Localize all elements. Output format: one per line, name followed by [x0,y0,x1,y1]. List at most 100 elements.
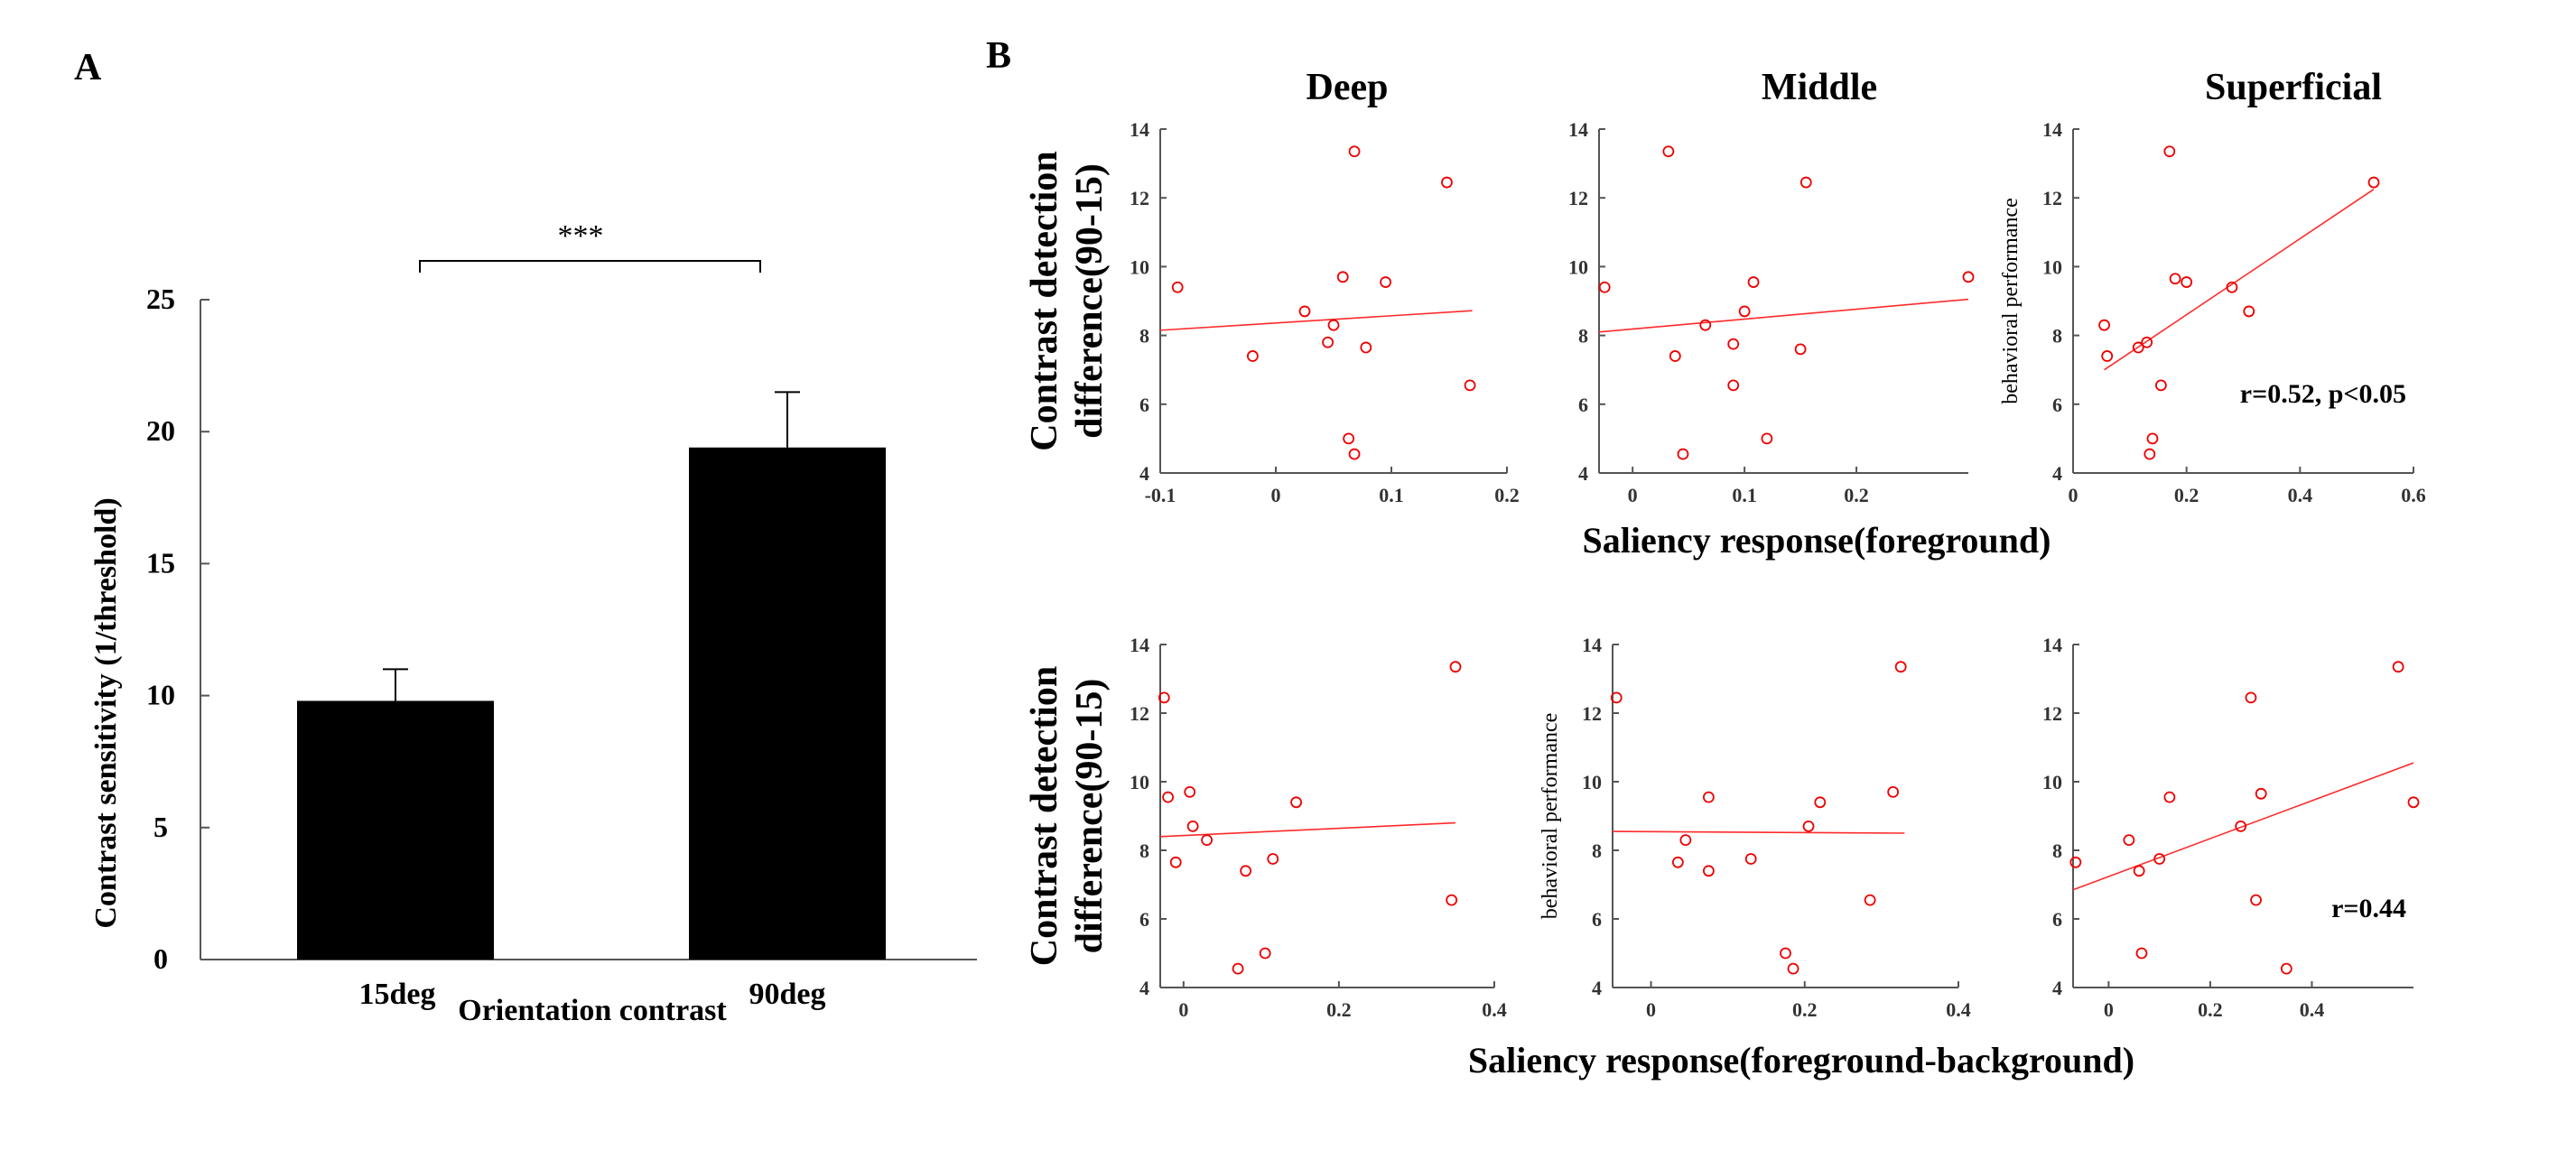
ylabel-behavioral: behavioral performance [1999,198,2023,404]
x-tick-label: 0.1 [1379,484,1404,506]
data-point [2153,853,2166,865]
data-point [1787,962,1799,975]
y-tick-label: 14 [1582,634,1602,656]
y-tick-label: 4 [2052,462,2062,485]
scatter-subplot-B-row2-middle: 4 6 8 10 12 14 0 0.2 0.4 behavioral performance [1539,634,1971,1021]
x-tick-label: 0.1 [1732,484,1757,506]
regression-line [1159,310,1473,331]
y-tick-label: 10 [2042,255,2062,278]
y-tick-label: 12 [1568,187,1588,209]
data-point [1677,448,1689,460]
y-tick-label: 25 [146,283,175,315]
y-tick-label: 15 [146,546,175,579]
y-tick-label: 8 [1592,839,1602,862]
bar-chart-ylabel: Contrast sensitivity (1/threshold) [89,497,123,928]
significance-bracket: *** [419,219,761,273]
data-point [2250,894,2262,906]
data-point [1186,821,1199,832]
ylabel-line-2: difference(90-15) [1069,679,1111,954]
y-tick-label: 12 [1130,187,1149,209]
data-point [1441,176,1453,189]
y-tick-label: 6 [1139,394,1149,416]
y-tick-label: 8 [2052,325,2062,348]
scatter-subplot-B-row1-middle: 4 6 8 10 12 14 0 0.1 0.2 [1568,118,1975,506]
data-point [2098,319,2110,331]
y-tick-label: 4 [1592,977,1602,999]
y-tick-label: 14 [1130,118,1149,141]
data-point [2392,661,2404,673]
category-label-90deg: 90deg [749,978,826,1011]
data-point [1864,894,1876,906]
data-point [2133,865,2145,877]
y-tick-label: 10 [1130,771,1149,793]
correlation-annotation: r=0.52, p<0.05 [2240,379,2406,409]
data-point [1662,145,1675,158]
x-tick-label: 0.2 [1494,484,1520,506]
data-point [1171,281,1184,293]
regression-line [1159,821,1456,838]
y-tick-label: 12 [1582,702,1602,725]
y-tick-label: 4 [1139,977,1149,999]
scatter-subplot-B-row2-superficial: 4 6 8 10 12 14 0 0.2 0.4 r=0.44 [2042,634,2420,1021]
data-point [1162,791,1175,803]
data-point [2101,350,2114,362]
y-tick-label: 10 [1582,771,1602,793]
x-tick-label: 0 [1628,484,1638,506]
data-point [1669,350,1681,362]
y-tick-label: 6 [1139,908,1149,931]
x-tick-label: -0.1 [1145,484,1176,506]
y-tick-label: 8 [1578,325,1588,348]
y-tick-label: 10 [146,679,175,711]
data-point [2163,791,2176,803]
data-point [2181,276,2193,288]
y-tick-label: 12 [1130,702,1149,725]
y-tick-label: 4 [1139,462,1149,485]
data-point [2132,341,2144,354]
data-point [1610,691,1623,704]
bar-90deg [689,447,886,960]
y-tick-label: 8 [2052,839,2062,862]
category-label-15deg: 15deg [359,978,436,1011]
y-tick-label: 6 [2052,394,2062,416]
data-point [1348,145,1361,158]
x-tick-label: 0 [2069,484,2078,506]
x-tick-label: 0.4 [2288,484,2313,506]
data-point [1761,432,1773,445]
correlation-annotation: r=0.44 [2331,894,2406,923]
data-point [1240,865,1252,877]
data-point [2235,821,2247,832]
data-point [1449,661,1462,673]
data-point [1446,894,1458,906]
data-point [2245,691,2257,704]
x-tick-label: 0.2 [1326,998,1352,1021]
data-point [1894,661,1907,673]
data-point [1727,338,1740,350]
data-point [1699,319,1712,331]
data-point [1336,271,1349,283]
y-tick-label: 12 [2042,187,2062,209]
y-tick-label: 14 [2042,634,2062,656]
data-point [1247,350,1259,362]
bar-chart-bars: 15deg 90deg [297,391,886,1011]
data-point [1727,379,1740,392]
bar-chart-xlabel: Orientation contrast [458,994,727,1027]
data-point [1322,336,1334,348]
data-point [2407,796,2420,809]
data-point [1814,796,1827,809]
significance-stars: *** [558,219,604,253]
row1-xlabel: Saliency response(foreground) [1583,520,2051,561]
regression-line [2072,762,2414,891]
y-tick-label: 14 [1130,634,1149,656]
x-tick-label: 0.4 [2300,998,2325,1021]
data-point [1802,821,1815,832]
regression-line [2104,189,2375,371]
data-point [1184,786,1196,798]
data-point [1671,856,1684,868]
data-point [2144,448,2156,460]
y-tick-label: 8 [1139,325,1149,348]
data-point [1794,343,1807,356]
y-tick-label: 0 [153,942,168,975]
data-point [1267,853,1279,865]
